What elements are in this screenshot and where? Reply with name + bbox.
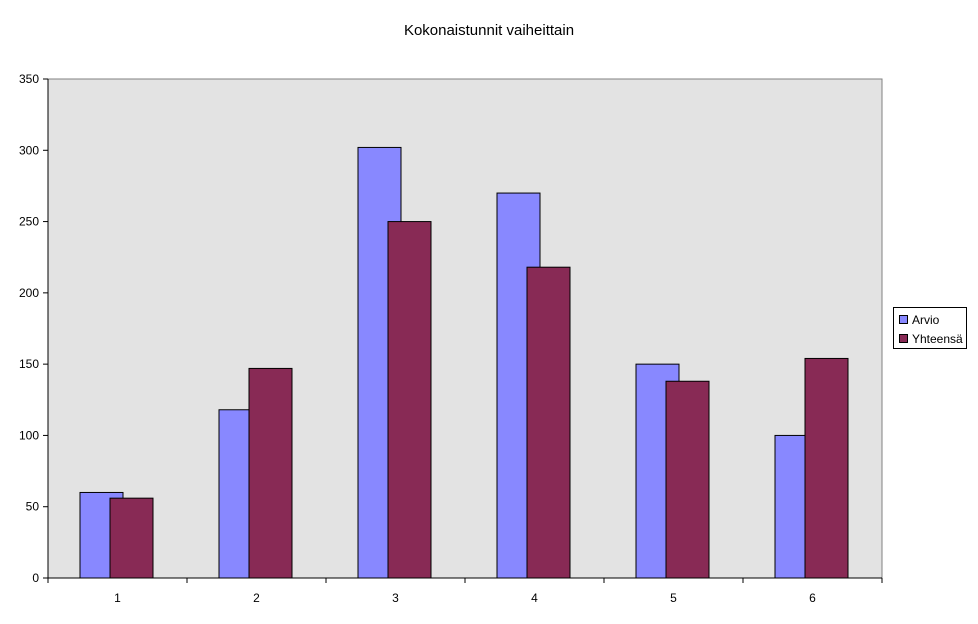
y-tick-label: 350 (19, 72, 39, 86)
y-tick-label: 200 (19, 286, 39, 300)
legend-swatch-series-2 (899, 334, 908, 344)
plot-area (47, 78, 883, 579)
chart-title: Kokonaistunnit vaiheittain (403, 22, 575, 39)
bars-group (79, 146, 849, 579)
bar-series-2-cat-4 (526, 266, 571, 579)
y-tick-label: 250 (19, 215, 39, 229)
legend-label-series-1: Arvio (912, 313, 940, 327)
x-tick-label: 6 (809, 591, 816, 605)
axes-group: 0 50 100 150 200 250 300 350 1 2 3 4 5 6 (19, 72, 883, 605)
legend-swatch-series-1 (899, 315, 908, 325)
y-tick-label: 150 (19, 357, 39, 371)
legend-item-series-2: Yhteensä (899, 332, 963, 346)
y-tick-label: 300 (19, 143, 39, 157)
x-tick-label: 4 (531, 591, 538, 605)
y-tick-label: 50 (26, 500, 40, 514)
bar-series-2-cat-1 (109, 497, 154, 579)
x-tick-label: 5 (670, 591, 677, 605)
y-tick-label: 0 (32, 571, 39, 585)
bar-series-2-cat-2 (248, 367, 293, 579)
legend-item-series-1: Arvio (899, 313, 939, 327)
x-tick-label: 3 (392, 591, 399, 605)
x-tick-label: 2 (253, 591, 260, 605)
bar-series-2-cat-6 (804, 357, 849, 579)
y-tick-label: 100 (19, 428, 39, 442)
legend-label-series-2: Yhteensä (912, 332, 963, 346)
bar-series-2-cat-5 (665, 380, 710, 579)
legend: Arvio Yhteensä (893, 307, 967, 349)
x-tick-label: 1 (114, 591, 121, 605)
bar-series-2-cat-3 (387, 221, 432, 579)
